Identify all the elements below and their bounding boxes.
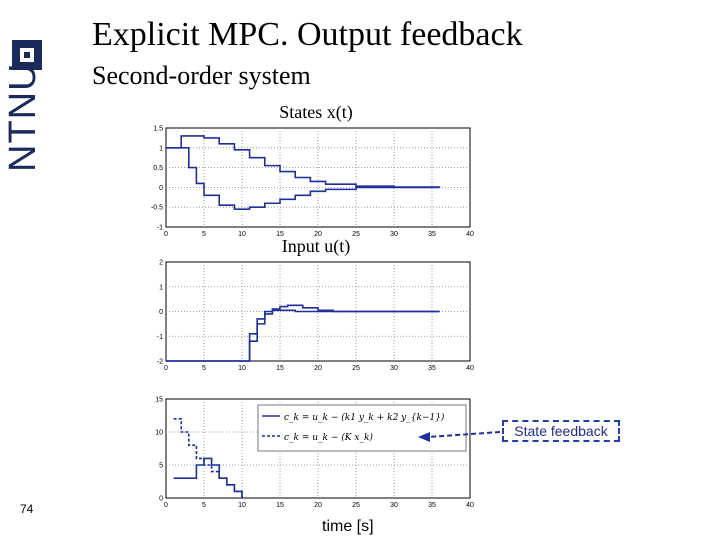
x-tick-label: 20 <box>314 231 322 238</box>
x-tick-label: 5 <box>202 231 206 238</box>
callout-arrow-head-icon <box>418 432 430 442</box>
x-tick-label: 35 <box>428 231 436 238</box>
x-tick-label: 25 <box>352 231 360 238</box>
x-tick-label: 40 <box>466 365 474 372</box>
x-tick-label: 20 <box>314 502 322 509</box>
y-tick-label: 0 <box>159 185 163 192</box>
y-tick-label: 0 <box>159 309 163 316</box>
x-tick-label: 30 <box>390 365 398 372</box>
y-tick-label: 5 <box>159 463 163 470</box>
y-tick-label: 1 <box>159 145 163 152</box>
x-tick-label: 10 <box>238 365 246 372</box>
series-line <box>166 304 440 362</box>
x-tick-label: 40 <box>466 502 474 509</box>
y-tick-label: 1.5 <box>153 126 163 133</box>
y-tick-label: 1 <box>159 284 163 291</box>
x-tick-label: 0 <box>164 231 168 238</box>
x-tick-label: 10 <box>238 231 246 238</box>
y-tick-label: 0 <box>159 496 163 503</box>
slide-subtitle: Second-order system <box>92 61 311 90</box>
legend-box <box>257 404 467 452</box>
state-feedback-callout: State feedback <box>502 420 620 442</box>
legend-label: c_k = u_k − (K x_k) <box>284 432 373 443</box>
callout-arrow-line <box>427 431 501 438</box>
x-tick-label: 15 <box>276 502 284 509</box>
x-tick-label: 5 <box>202 502 206 509</box>
chart-title: States x(t) <box>279 102 353 123</box>
ntnu-logo-icon <box>12 40 42 70</box>
x-tick-label: 10 <box>238 502 246 509</box>
x-tick-label: 15 <box>276 365 284 372</box>
chart-title: Input u(t) <box>282 236 350 257</box>
x-tick-label: 35 <box>428 502 436 509</box>
x-tick-label: 15 <box>276 231 284 238</box>
x-axis-label: time [s] <box>322 518 374 535</box>
y-tick-label: 15 <box>155 397 163 404</box>
x-tick-label: 0 <box>164 365 168 372</box>
x-tick-label: 25 <box>352 502 360 509</box>
series-line <box>173 418 243 498</box>
series-line <box>166 147 440 210</box>
series-line <box>166 135 441 188</box>
x-tick-label: 40 <box>466 231 474 238</box>
x-tick-label: 5 <box>202 365 206 372</box>
logo-sidebar: NTNU <box>0 0 58 540</box>
slide-title: Explicit MPC. Output feedback <box>92 16 523 53</box>
y-tick-label: -0.5 <box>151 205 163 212</box>
x-tick-label: 30 <box>390 231 398 238</box>
x-tick-label: 30 <box>390 502 398 509</box>
y-tick-label: -1 <box>157 334 163 341</box>
y-tick-label: -1 <box>157 225 163 232</box>
y-tick-label: 10 <box>155 430 163 437</box>
slide-number: 74 <box>20 502 34 516</box>
legend-label: c_k = u_k − (k1 y_k + k2 y_{k−1}) <box>284 412 445 423</box>
x-tick-label: 25 <box>352 365 360 372</box>
y-tick-label: -2 <box>157 359 163 366</box>
series-line <box>166 309 440 362</box>
x-tick-label: 35 <box>428 365 436 372</box>
y-tick-label: 2 <box>159 260 163 267</box>
plot-frame <box>165 127 471 228</box>
y-tick-label: 0.5 <box>153 165 163 172</box>
x-tick-label: 0 <box>164 502 168 509</box>
x-tick-label: 20 <box>314 365 322 372</box>
